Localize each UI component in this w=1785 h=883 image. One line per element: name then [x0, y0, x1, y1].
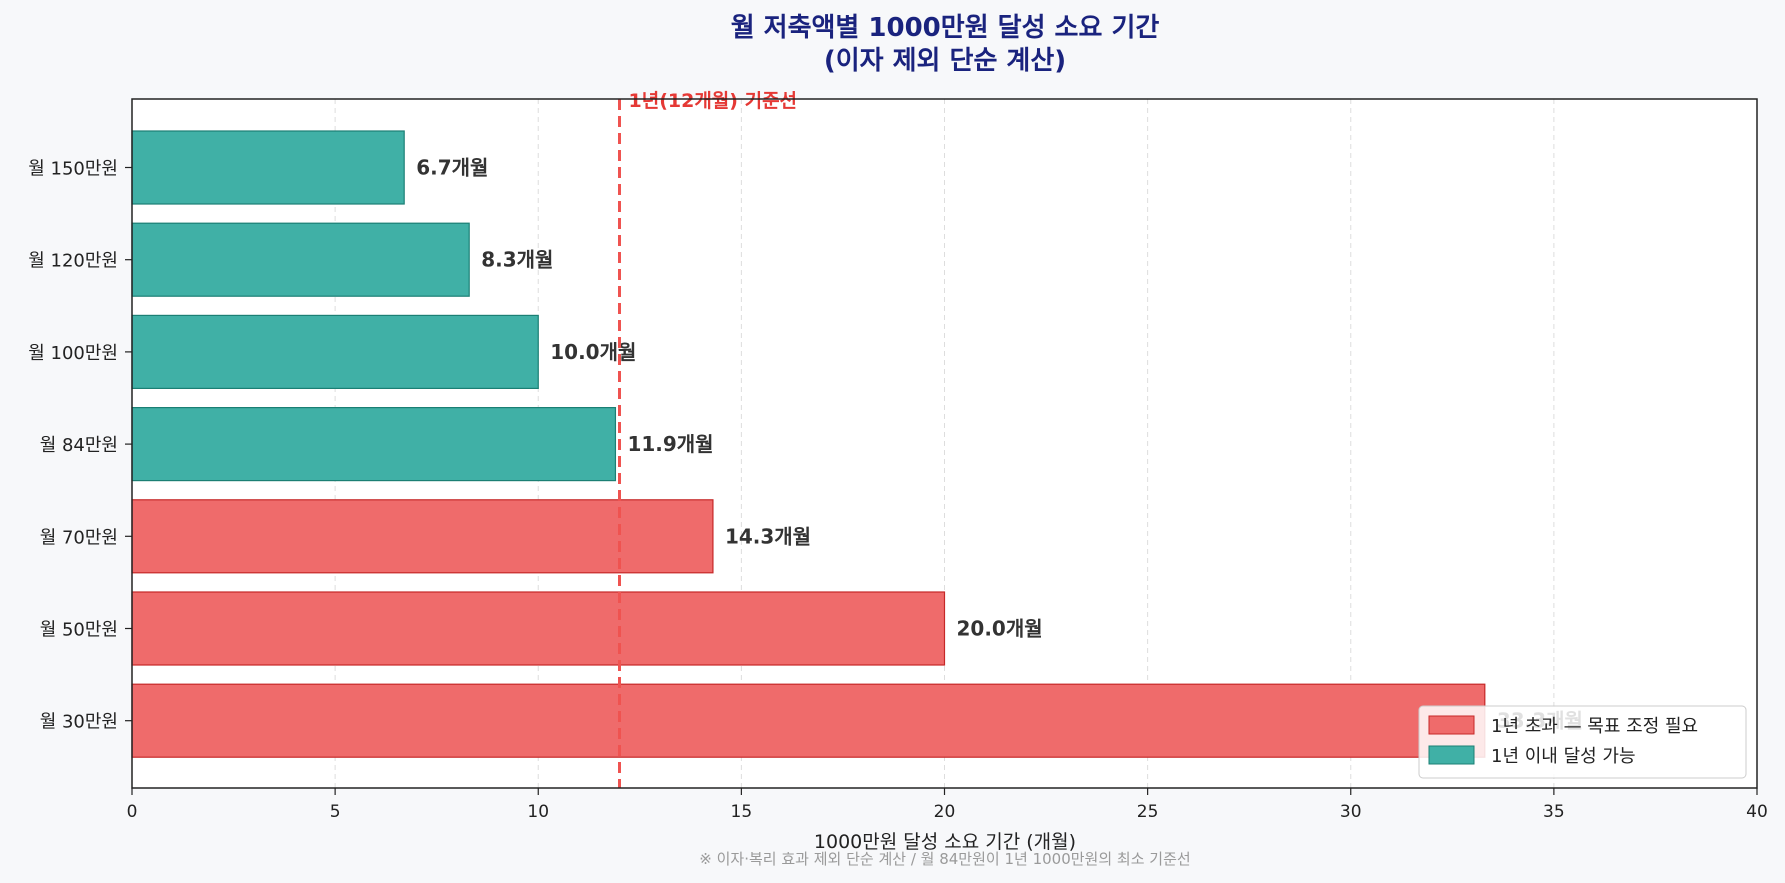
- y-tick-label: 월 150만원: [28, 159, 118, 180]
- bar: [131, 499, 714, 574]
- bar-value-label: 8.3개월: [481, 248, 553, 272]
- x-tick-label: 25: [1137, 802, 1159, 822]
- x-tick-label: 10: [527, 802, 549, 822]
- reference-line-group: 1년(12개월) 기준선: [618, 90, 798, 788]
- y-tick-label: 월 50만원: [40, 620, 118, 641]
- reference-line-label: 1년(12개월) 기준선: [629, 90, 798, 112]
- bar-value-label: 10.0개월: [550, 340, 636, 364]
- bar-value-label: 14.3개월: [725, 524, 811, 548]
- bar: [131, 222, 470, 297]
- legend-label: 1년 초과 — 목표 조정 필요: [1491, 716, 1698, 737]
- chart-title-line1: 월 저축액별 1000만원 달성 소요 기간: [731, 13, 1160, 43]
- legend-swatch: [1428, 745, 1475, 765]
- bar-value-label: 20.0개월: [957, 617, 1043, 641]
- bar: [131, 591, 946, 666]
- bar: [131, 407, 617, 482]
- y-tick-label: 월 30만원: [40, 712, 118, 733]
- y-tick-label: 월 100만원: [28, 343, 118, 364]
- legend-label: 1년 이내 달성 가능: [1491, 746, 1636, 767]
- y-tick-label: 월 84만원: [40, 435, 118, 456]
- x-tick-label: 0: [127, 802, 138, 822]
- y-tick-label: 월 120만원: [28, 251, 118, 272]
- x-tick-label: 30: [1340, 802, 1362, 822]
- footnote: ※ 이자·복리 효과 제외 단순 계산 / 월 84만원이 1년 1000만원의…: [699, 850, 1190, 868]
- bar: [131, 130, 405, 205]
- x-tick-label: 5: [330, 802, 341, 822]
- chart-title-line2: (이자 제외 단순 계산): [824, 46, 1066, 76]
- bar-value-label: 6.7개월: [416, 156, 488, 180]
- bar: [131, 683, 1486, 758]
- legend: 1년 초과 — 목표 조정 필요 1년 이내 달성 가능: [1418, 705, 1747, 779]
- y-tick-label: 월 70만원: [40, 527, 118, 548]
- x-tick-label: 35: [1543, 802, 1565, 822]
- bar: [131, 314, 539, 389]
- x-axis-label: 1000만원 달성 소요 기간 (개월): [814, 831, 1076, 853]
- x-tick-label: 20: [934, 802, 956, 822]
- x-tick-label: 40: [1746, 802, 1768, 822]
- legend-box: [1418, 705, 1747, 779]
- bar-value-label: 11.9개월: [627, 432, 713, 456]
- legend-swatch: [1428, 715, 1475, 735]
- x-tick-label: 15: [731, 802, 753, 822]
